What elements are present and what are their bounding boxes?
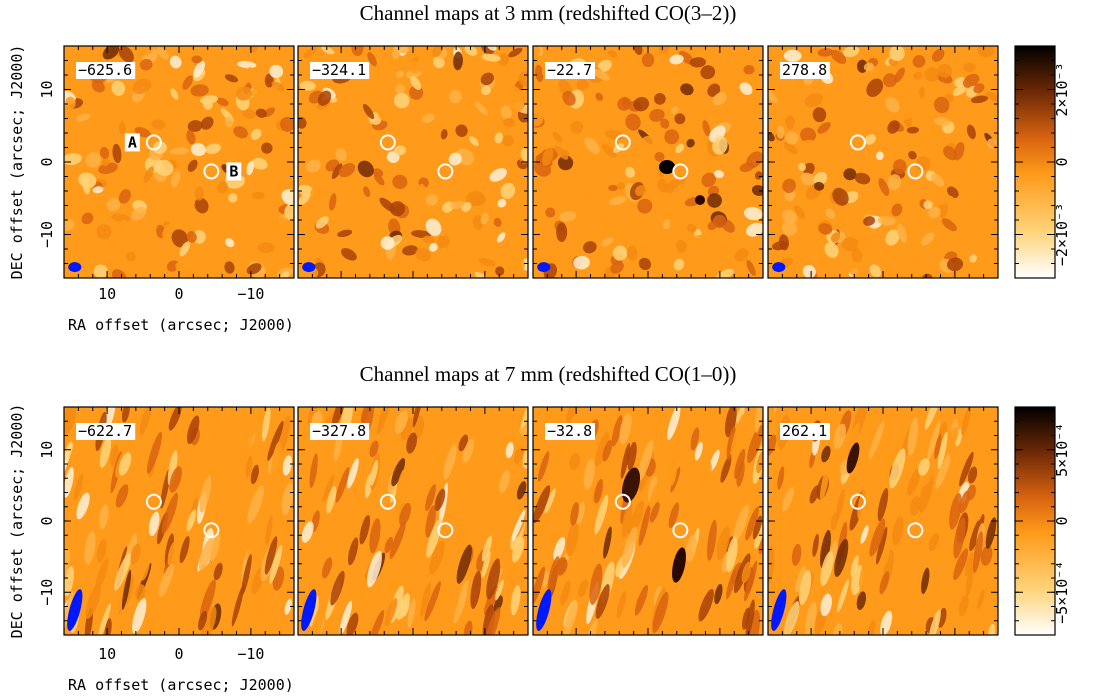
- source-label: B: [229, 162, 238, 180]
- chart-title: Channel maps at 7 mm (redshifted CO(1–0)…: [360, 362, 737, 386]
- channel-velocity-label: −327.8: [312, 422, 366, 440]
- x-tick-label: 0: [174, 285, 183, 303]
- channel-label-box: [76, 62, 136, 79]
- channel-velocity-label: 262.1: [782, 422, 827, 440]
- source-marker: [907, 522, 924, 539]
- y-axis-label: DEC offset (arcsec; J2000): [8, 45, 26, 280]
- source-marker: [145, 134, 162, 151]
- channel-panel: 262.1: [767, 406, 999, 636]
- y-tick-label: −10: [38, 579, 56, 606]
- channel-panel: −622.7: [63, 406, 295, 636]
- beam-ellipse: [537, 262, 551, 273]
- colorbar-tick-label: 5×10⁻⁴: [1053, 423, 1071, 477]
- beam-ellipse: [301, 589, 317, 631]
- source-marker: [907, 163, 924, 180]
- y-tick-label: 10: [38, 80, 56, 98]
- source-label-box: [124, 133, 140, 152]
- channel-velocity-label: −22.7: [547, 61, 592, 79]
- emission-peak: [621, 467, 641, 503]
- channel-label-box: [545, 423, 595, 440]
- source-marker: [614, 493, 631, 510]
- channel-velocity-label: −32.8: [547, 422, 592, 440]
- colorbar-tick-label: −2×10⁻³: [1053, 203, 1071, 266]
- beam-ellipse: [302, 262, 316, 273]
- panels-7mm: Channel maps at 7 mm (redshifted CO(1–0)…: [8, 362, 1071, 694]
- colorbar-tick-label: 0: [1053, 157, 1071, 166]
- panels-3mm: Channel maps at 3 mm (redshifted CO(3–2)…: [8, 1, 1071, 334]
- source-marker: [203, 522, 220, 539]
- x-tick-label: 10: [98, 285, 116, 303]
- map-noise: [298, 46, 528, 278]
- channel-label-box: [545, 62, 595, 79]
- x-axis-label: RA offset (arcsec; J2000): [68, 676, 294, 694]
- channel-panel: −625.6 A B: [63, 45, 295, 279]
- map-noise: [533, 46, 763, 278]
- beam-ellipse: [67, 589, 83, 631]
- y-tick-label: 10: [38, 441, 56, 459]
- map-noise: [768, 46, 998, 278]
- channel-panel: 278.8: [767, 45, 999, 279]
- source-marker: [379, 493, 396, 510]
- channel-velocity-label: 278.8: [782, 61, 827, 79]
- y-tick-label: 0: [38, 157, 56, 166]
- source-marker: [437, 163, 454, 180]
- emission-peak: [659, 160, 675, 174]
- channel-label-box: [76, 423, 136, 440]
- channel-panel: −324.1: [297, 45, 529, 279]
- source-marker: [614, 134, 631, 151]
- channel-panel: −22.7: [532, 45, 764, 279]
- channel-label-box: [310, 62, 370, 79]
- x-tick-label: −10: [237, 285, 264, 303]
- beam-ellipse: [772, 262, 786, 273]
- channel-velocity-label: −324.1: [312, 61, 366, 79]
- source-marker: [203, 163, 220, 180]
- y-tick-label: −10: [38, 221, 56, 248]
- source-marker: [672, 163, 689, 180]
- beam-ellipse: [771, 589, 787, 631]
- y-tick-label: 0: [38, 516, 56, 525]
- chart-title: Channel maps at 3 mm (redshifted CO(3–2)…: [360, 1, 737, 25]
- map-noise: [64, 407, 294, 635]
- x-tick-label: −10: [237, 645, 264, 663]
- beam-ellipse: [536, 589, 552, 631]
- source-marker: [672, 522, 689, 539]
- channel-panel: −32.8: [532, 406, 764, 636]
- x-tick-label: 10: [98, 645, 116, 663]
- source-marker: [849, 493, 866, 510]
- y-axis-label: DEC offset (arcsec; J2000): [8, 404, 26, 639]
- colorbar-tick-label: −5×10⁻⁴: [1053, 561, 1071, 624]
- x-axis-label: RA offset (arcsec; J2000): [68, 316, 294, 334]
- colorbar-tick-label: 2×10⁻³: [1053, 62, 1071, 116]
- channel-velocity-label: −622.7: [78, 422, 132, 440]
- map-noise: [533, 407, 763, 635]
- source-label: A: [128, 133, 137, 151]
- colorbar-tick-label: 0: [1053, 516, 1071, 525]
- map-noise: [301, 407, 528, 635]
- map-noise: [768, 407, 997, 635]
- map-noise: [64, 46, 294, 278]
- channel-label-box: [310, 423, 370, 440]
- source-marker: [379, 134, 396, 151]
- channel-label-box: [780, 62, 830, 79]
- x-tick-label: 0: [174, 645, 183, 663]
- source-label-box: [226, 162, 242, 181]
- source-marker: [145, 493, 162, 510]
- beam-ellipse: [68, 262, 82, 273]
- channel-velocity-label: −625.6: [78, 61, 132, 79]
- source-marker: [849, 134, 866, 151]
- channel-label-box: [780, 423, 830, 440]
- source-marker: [437, 522, 454, 539]
- channel-panel: −327.8: [297, 406, 529, 636]
